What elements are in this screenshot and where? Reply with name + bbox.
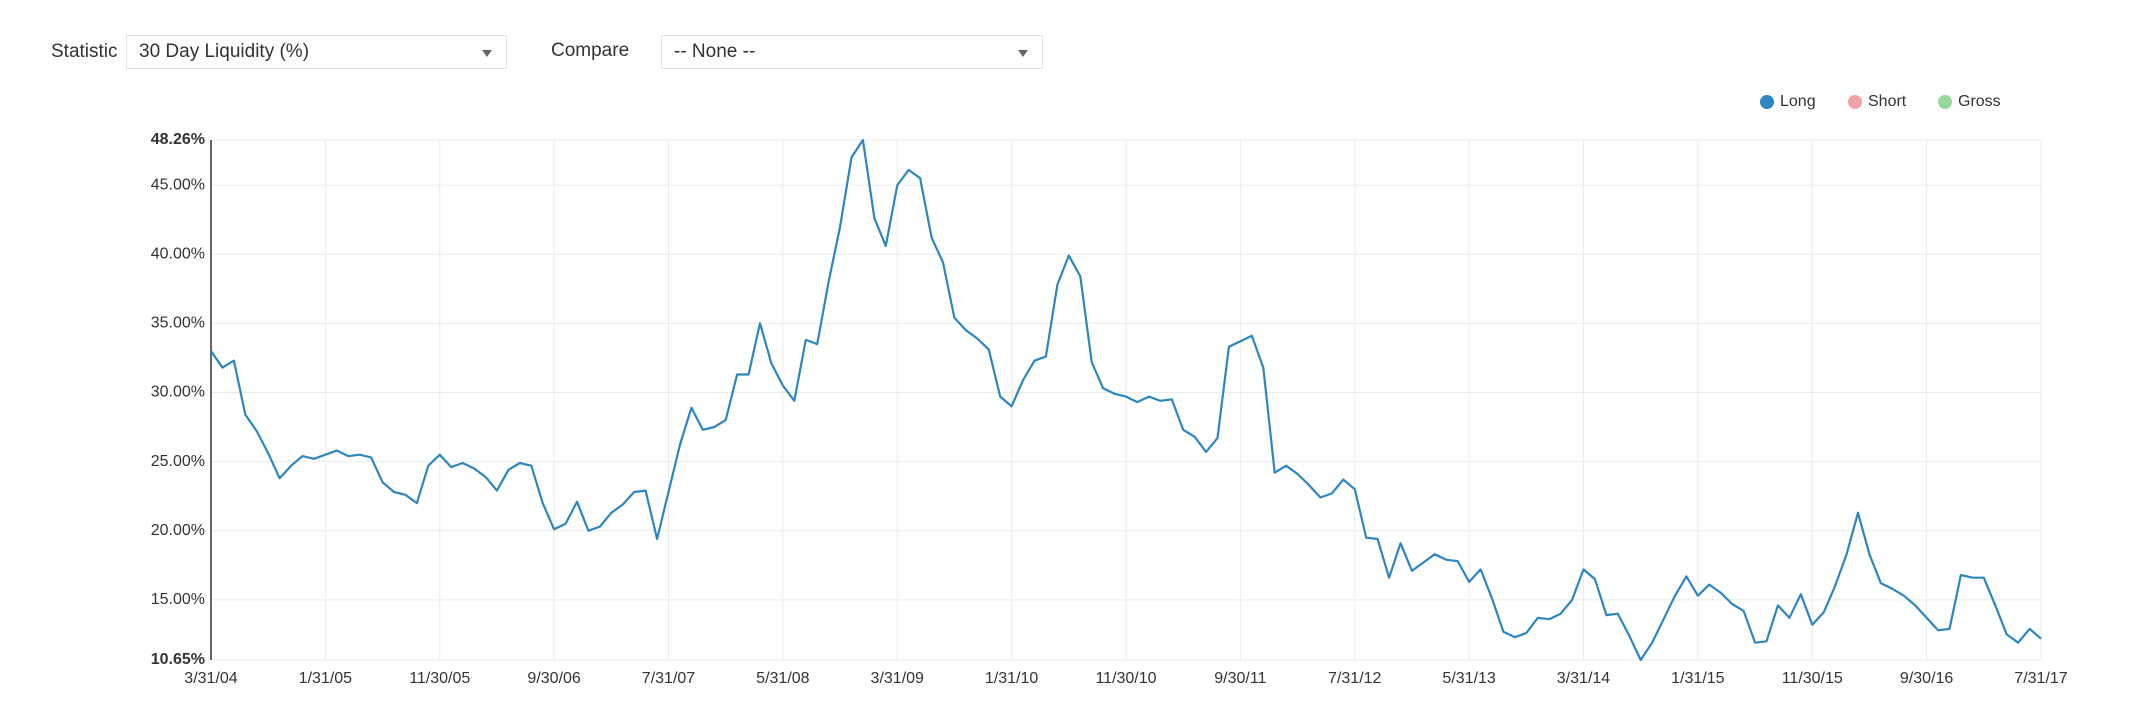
y-tick-label: 10.65% (151, 651, 205, 668)
statistic-value: 30 Day Liquidity (%) (139, 41, 310, 62)
statistic-dropdown[interactable]: 30 Day Liquidity (%) (126, 35, 507, 69)
y-tick-label: 48.26% (151, 131, 205, 148)
x-tick-label: 7/31/07 (642, 670, 695, 687)
y-tick-label: 35.00% (151, 315, 205, 332)
x-tick-label: 1/31/10 (985, 670, 1038, 687)
legend-marker[interactable] (1760, 95, 1774, 109)
x-tick-label: 9/30/16 (1900, 670, 1953, 687)
compare-dropdown[interactable]: -- None -- (661, 35, 1043, 69)
statistic-label: Statistic (51, 41, 118, 62)
x-tick-label: 7/31/17 (2014, 670, 2067, 687)
legend-label[interactable]: Gross (1958, 93, 2001, 110)
x-tick-label: 3/31/04 (184, 670, 237, 687)
x-tick-label: 11/30/15 (1782, 670, 1843, 687)
compare-value: -- None -- (674, 41, 756, 62)
legend-label[interactable]: Long (1780, 93, 1816, 110)
legend-marker[interactable] (1848, 95, 1862, 109)
x-tick-label: 1/31/05 (299, 670, 352, 687)
x-tick-label: 3/31/09 (871, 670, 924, 687)
y-tick-label: 40.00% (151, 245, 205, 262)
dropdown-arrow (1018, 50, 1028, 57)
y-tick-label: 15.00% (151, 591, 205, 608)
y-tick-label: 30.00% (151, 384, 205, 401)
compare-label: Compare (551, 40, 630, 61)
x-tick-label: 11/30/10 (1095, 670, 1156, 687)
dropdown-arrow (482, 50, 492, 57)
x-tick-label: 7/31/12 (1328, 670, 1381, 687)
x-tick-label: 5/31/08 (756, 670, 809, 687)
legend-label[interactable]: Short (1868, 93, 1907, 110)
x-tick-label: 3/31/14 (1557, 670, 1610, 687)
series-line (210, 138, 2042, 662)
legend-marker[interactable] (1938, 95, 1952, 109)
x-tick-label: 9/30/06 (527, 670, 580, 687)
y-tick-label: 25.00% (151, 453, 205, 470)
x-tick-label: 11/30/05 (409, 670, 470, 687)
x-tick-label: 5/31/13 (1442, 670, 1495, 687)
x-tick-label: 1/31/15 (1671, 670, 1724, 687)
y-tick-label: 20.00% (151, 522, 205, 539)
x-tick-label: 9/30/11 (1214, 670, 1266, 687)
y-tick-label: 45.00% (151, 176, 205, 193)
